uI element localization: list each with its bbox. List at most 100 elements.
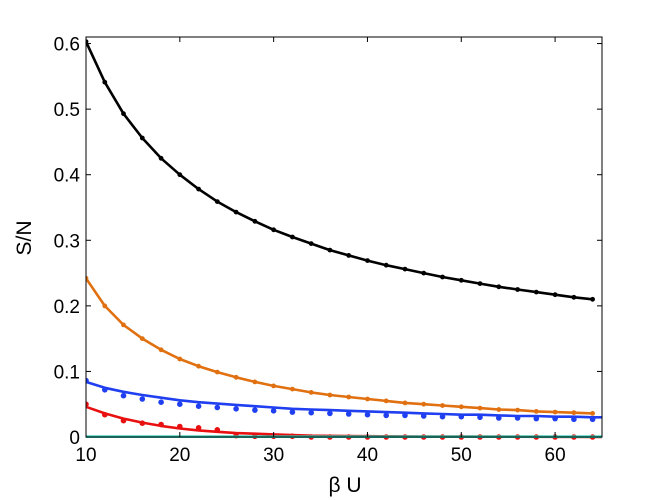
data-point	[458, 404, 464, 410]
data-point	[458, 413, 465, 420]
data-point	[271, 227, 276, 233]
data-point	[290, 386, 295, 392]
data-point	[346, 253, 352, 258]
data-point	[86, 275, 89, 281]
y-tick-label: 0.1	[54, 362, 80, 383]
x-axis-label: β U	[328, 474, 361, 497]
x-tick-label: 40	[357, 445, 378, 466]
series-2-line	[86, 276, 594, 415]
data-point	[421, 270, 427, 276]
axes-layer: 10 20 30 40 50 60 0 0.1 0.2 0.3 0.4 0.5 0.6	[54, 35, 603, 466]
series-1-line	[86, 40, 594, 301]
data-point	[289, 409, 296, 415]
data-point	[365, 396, 370, 402]
data-point	[214, 404, 221, 411]
data-point	[139, 135, 145, 141]
data-point	[102, 303, 108, 309]
y-tick-label: 0.5	[54, 100, 80, 121]
data-point	[327, 410, 333, 417]
data-point	[383, 412, 390, 419]
data-point	[402, 266, 408, 272]
data-point	[420, 413, 427, 419]
y-tick-label: 0.3	[54, 231, 80, 252]
data-point	[233, 374, 239, 380]
data-point	[121, 111, 126, 117]
data-point	[86, 39, 89, 44]
data-point	[177, 356, 183, 362]
data-point	[345, 411, 352, 417]
data-point	[515, 287, 520, 292]
data-point	[439, 413, 446, 420]
data-point	[158, 421, 164, 428]
data-point	[552, 292, 558, 298]
data-point	[120, 392, 127, 399]
data-point	[327, 247, 333, 253]
data-point	[308, 241, 314, 247]
data-point	[196, 186, 202, 192]
data-point	[514, 415, 521, 421]
data-point	[195, 403, 202, 410]
data-point	[214, 427, 221, 433]
data-point	[102, 411, 108, 418]
data-point	[214, 199, 220, 205]
data-point	[552, 415, 558, 422]
data-point	[121, 322, 126, 328]
data-point	[571, 294, 577, 300]
data-point	[86, 377, 89, 384]
series-2	[86, 275, 595, 416]
y-tick-label: 0.4	[54, 166, 81, 187]
data-point	[533, 415, 540, 422]
x-tick-label: 10	[75, 445, 96, 466]
data-point	[571, 416, 577, 423]
x-tick-label: 20	[169, 445, 190, 466]
data-point	[496, 407, 502, 412]
data-point	[252, 218, 258, 224]
data-point	[196, 363, 202, 369]
data-point	[158, 155, 164, 161]
data-point	[383, 262, 389, 268]
data-point	[86, 401, 89, 407]
y-axis-label: S/N	[13, 220, 36, 255]
data-point	[270, 408, 277, 414]
data-point	[139, 396, 146, 402]
data-point	[589, 416, 596, 423]
x-tick-label: 30	[263, 445, 284, 466]
data-point	[233, 406, 239, 412]
data-point	[533, 409, 539, 414]
data-point	[365, 258, 370, 263]
data-point	[177, 423, 183, 430]
data-point	[102, 387, 108, 393]
series-1	[86, 39, 595, 302]
data-point	[308, 390, 314, 395]
data-point	[177, 401, 183, 408]
data-point	[252, 379, 258, 385]
data-point	[364, 411, 371, 418]
data-point	[496, 415, 502, 421]
series-3-line	[86, 380, 602, 419]
data-point	[214, 369, 220, 375]
data-point	[233, 209, 239, 215]
data-point	[158, 399, 164, 406]
data-point	[477, 405, 483, 411]
y-tick-label: 0	[69, 428, 80, 449]
data-point	[402, 412, 408, 419]
axes-frame	[85, 36, 603, 438]
x-tick-label: 60	[545, 445, 566, 466]
data-point	[327, 392, 333, 398]
data-point	[102, 79, 108, 85]
data-point	[158, 347, 164, 353]
data-point	[195, 425, 202, 431]
data-point	[590, 411, 595, 416]
y-tick-label: 0.2	[54, 297, 80, 318]
series-3	[86, 380, 602, 419]
plot-area	[86, 37, 602, 437]
y-tick-label: 0.6	[54, 35, 80, 56]
data-point	[571, 410, 577, 416]
plot-background	[86, 37, 602, 437]
data-point	[421, 401, 427, 407]
data-point	[271, 383, 276, 389]
data-point	[533, 289, 539, 295]
data-point	[402, 400, 408, 406]
data-point	[458, 277, 464, 283]
